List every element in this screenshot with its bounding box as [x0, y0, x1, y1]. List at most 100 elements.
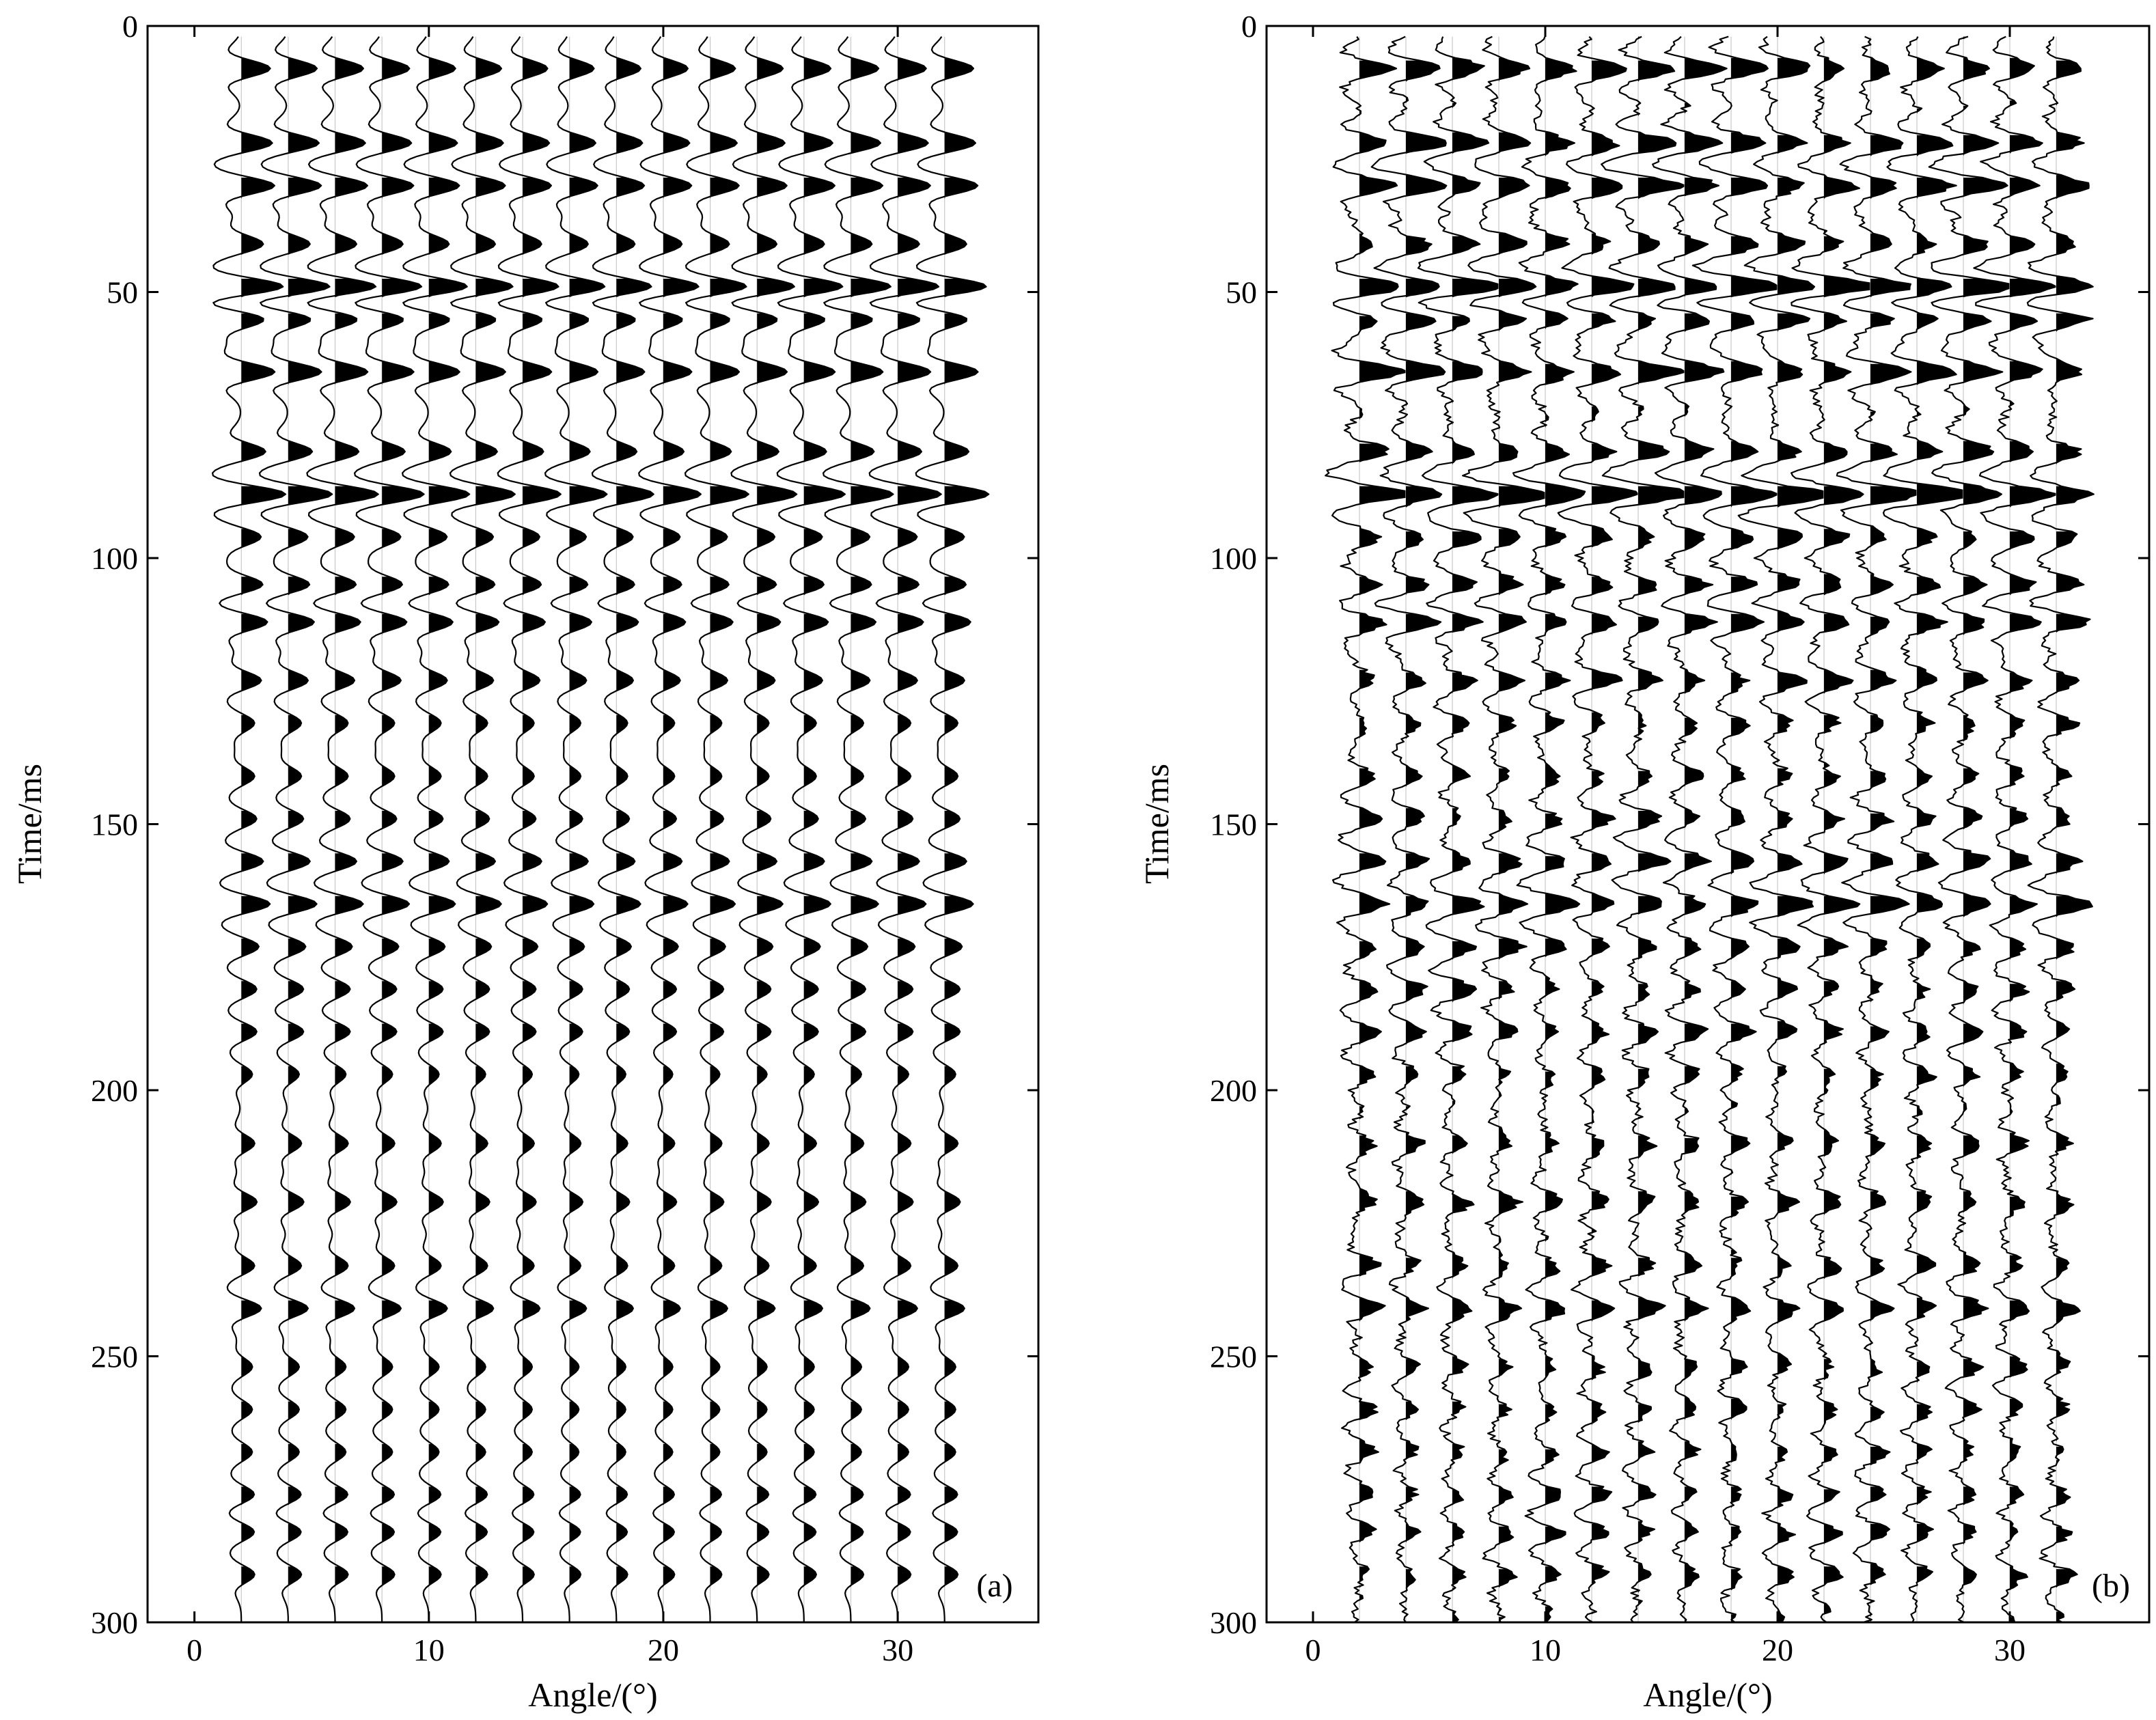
trace — [449, 36, 516, 1622]
trace-fill — [1452, 57, 1501, 1623]
trace — [684, 36, 749, 1623]
y-tick-label: 150 — [91, 807, 138, 842]
trace — [1652, 36, 1728, 1623]
y-tick-label: 200 — [91, 1073, 138, 1108]
trace-wiggle — [1928, 36, 2016, 1623]
trace — [212, 36, 287, 1622]
trace-fill — [898, 57, 941, 1588]
trace-fill — [851, 57, 894, 1588]
traces-a — [212, 36, 990, 1623]
trace — [1836, 36, 1922, 1624]
y-tick-label: 100 — [1210, 541, 1257, 576]
trace — [638, 36, 702, 1622]
trace — [776, 36, 846, 1622]
trace — [1370, 36, 1448, 1623]
x-axis-label-a: Angle/(°) — [528, 1676, 657, 1714]
y-tick-label: 0 — [122, 9, 138, 44]
trace — [1973, 36, 2058, 1623]
trace-fill — [1545, 57, 1586, 1623]
trace-fill — [1778, 57, 1827, 1623]
y-ticks-b: 0 50 100 150 200 250 300 — [1210, 9, 2149, 1640]
trace-fill — [803, 57, 845, 1588]
panel-label-a: (a) — [976, 1568, 1012, 1604]
y-tick-label: 200 — [1210, 1073, 1257, 1108]
trace — [591, 36, 654, 1622]
trace — [1882, 36, 1972, 1623]
trace-wiggle — [1691, 36, 1780, 1623]
trace — [1601, 36, 1691, 1623]
trace-fill — [569, 57, 607, 1588]
panel-b: 0 50 100 150 200 250 300 0 10 20 30 Time/ms Angle… — [1137, 9, 2151, 1714]
y-tick-label: 50 — [1226, 275, 1257, 310]
trace-wiggle — [1512, 36, 1586, 1623]
trace-fill — [1359, 60, 1409, 1601]
x-tick-label: 0 — [186, 1633, 202, 1667]
trace-wiggle — [2026, 36, 2095, 1623]
trace-wiggle — [1370, 36, 1448, 1623]
trace-wiggle — [1462, 36, 1549, 1623]
trace-wiggle — [449, 36, 516, 1622]
trace-fill — [428, 57, 470, 1588]
trace — [1512, 36, 1586, 1623]
x-ticks-a: 0 10 20 30 — [186, 26, 913, 1667]
trace-fill — [1592, 60, 1638, 1622]
trace-fill — [523, 57, 561, 1588]
trace — [1557, 36, 1639, 1623]
trace-fill — [944, 57, 989, 1588]
y-tick-label: 250 — [1210, 1340, 1257, 1374]
trace-wiggle — [258, 36, 333, 1623]
trace-wiggle — [212, 36, 287, 1622]
x-tick-label: 10 — [1530, 1633, 1561, 1667]
trace-fill — [710, 57, 749, 1588]
trace-fill — [2010, 57, 2058, 1623]
x-tick-label: 30 — [1994, 1633, 2026, 1667]
trace-fill — [382, 57, 424, 1588]
trace-wiggle — [638, 36, 702, 1622]
x-tick-label: 20 — [648, 1633, 679, 1667]
y-tick-label: 250 — [91, 1340, 138, 1374]
trace-fill — [475, 57, 515, 1588]
x-ticks-b: 0 10 20 30 — [1305, 26, 2026, 1667]
trace-wiggle — [730, 36, 798, 1622]
y-tick-label: 150 — [1210, 807, 1257, 842]
trace-wiggle — [1652, 36, 1728, 1623]
trace-wiggle — [402, 36, 471, 1623]
trace-fill — [1731, 57, 1779, 1623]
trace-fill — [1499, 57, 1549, 1623]
trace — [1737, 36, 1828, 1623]
x-axis-label-b: Angle/(°) — [1643, 1676, 1772, 1714]
trace-fill — [288, 57, 333, 1588]
trace — [915, 36, 990, 1622]
trace-fill — [1638, 36, 1690, 1607]
panel-a: 0 50 100 150 200 250 300 0 10 20 30 Time/ms Angle… — [10, 9, 1040, 1714]
trace — [544, 36, 608, 1623]
trace-wiggle — [823, 36, 894, 1623]
trace-wiggle — [1601, 36, 1691, 1623]
y-tick-label: 300 — [91, 1605, 138, 1640]
trace — [823, 36, 894, 1623]
y-tick-label: 100 — [91, 541, 138, 576]
trace — [2026, 36, 2095, 1623]
trace-fill — [1917, 36, 1971, 1609]
trace — [1791, 36, 1877, 1623]
y-tick-label: 300 — [1210, 1605, 1257, 1640]
trace — [1325, 36, 1410, 1623]
x-tick-label: 20 — [1762, 1633, 1793, 1667]
trace-wiggle — [544, 36, 608, 1623]
trace-wiggle — [1973, 36, 2058, 1623]
trace-wiggle — [684, 36, 749, 1623]
trace-wiggle — [354, 36, 425, 1622]
trace-wiggle — [591, 36, 654, 1622]
trace-fill — [2056, 60, 2094, 1622]
traces-b — [1325, 36, 2095, 1624]
trace-wiggle — [915, 36, 990, 1622]
y-tick-label: 50 — [107, 275, 138, 310]
x-tick-label: 0 — [1305, 1633, 1321, 1667]
trace — [306, 36, 379, 1622]
trace-fill — [241, 57, 286, 1588]
trace-fill — [1406, 60, 1447, 1618]
trace — [1691, 36, 1780, 1623]
trace-fill — [1685, 57, 1727, 1623]
trace — [354, 36, 425, 1622]
